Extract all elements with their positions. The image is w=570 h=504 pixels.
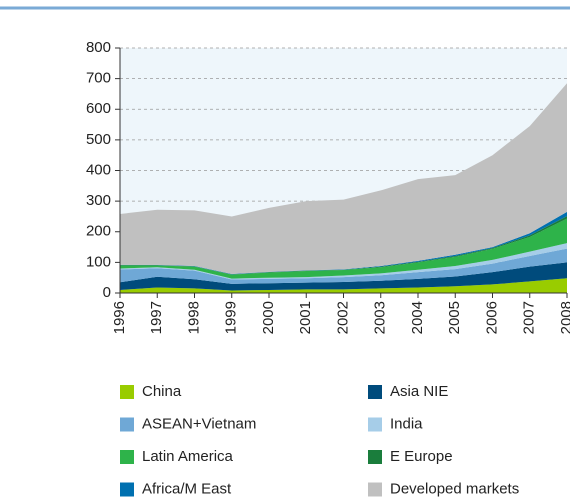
legend-label: Asia NIE	[390, 383, 448, 400]
legend-label: E Europe	[390, 448, 453, 465]
legend-swatch	[368, 482, 382, 497]
legend-swatch	[120, 417, 134, 432]
x-tick-label: 2008	[558, 301, 570, 334]
x-tick-label: 2007	[521, 301, 538, 334]
legend-label: India	[390, 415, 423, 432]
legend-label: Latin America	[142, 448, 234, 465]
y-tick-label: 600	[86, 100, 111, 117]
y-tick-label: 0	[103, 284, 111, 301]
legend-label: ASEAN+Vietnam	[142, 415, 256, 432]
area	[120, 278, 567, 293]
x-tick-label: 2005	[446, 301, 463, 334]
x-tick-label: 2000	[260, 301, 277, 334]
legend-swatch	[368, 417, 382, 432]
legend-label: Developed markets	[390, 480, 519, 497]
x-tick-label: 2002	[334, 301, 351, 334]
legend-swatch	[120, 385, 134, 399]
area	[120, 83, 567, 275]
x-tick-label: 2004	[409, 301, 426, 334]
y-tick-label: 200	[86, 223, 111, 240]
area	[120, 218, 567, 279]
x-tick-label: 1998	[185, 301, 202, 334]
y-tick-label: 500	[86, 131, 111, 148]
legend-swatch	[368, 385, 382, 399]
x-tick-label: 2003	[372, 301, 389, 334]
legend-swatch	[120, 450, 134, 464]
x-tick-label: 2006	[483, 301, 500, 334]
area	[120, 262, 567, 291]
y-tick-label: 700	[86, 70, 111, 87]
y-tick-label: 400	[86, 161, 111, 178]
x-tick-label: 1996	[111, 301, 128, 334]
y-tick-label: 300	[86, 192, 111, 209]
x-tick-label: 2001	[297, 301, 314, 334]
y-tick-label: 100	[86, 253, 111, 270]
legend-swatch	[368, 450, 382, 464]
area	[120, 248, 567, 284]
legend-label: China	[142, 383, 182, 400]
x-tick-label: 1999	[223, 301, 240, 334]
x-tick-label: 1997	[148, 301, 165, 334]
y-tick-label: 800	[86, 39, 111, 56]
legend-label: Africa/M East	[142, 480, 232, 497]
legend-swatch	[120, 482, 134, 497]
